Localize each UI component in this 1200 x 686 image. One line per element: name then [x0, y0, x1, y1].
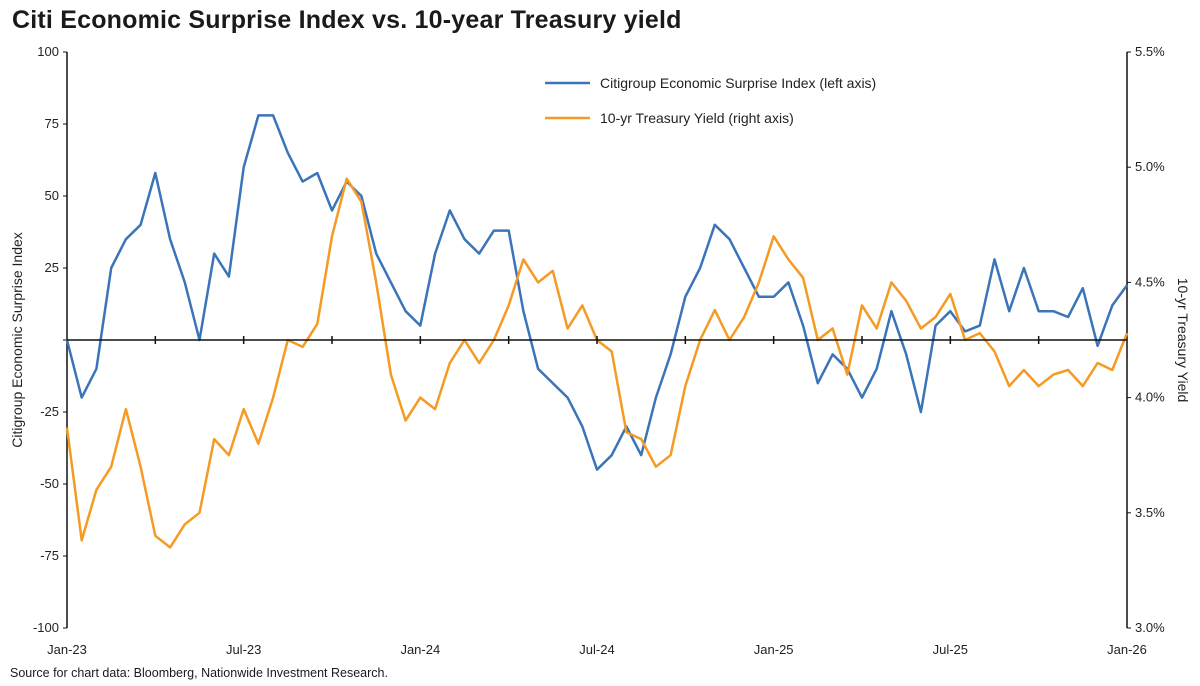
left-axis-tick-label: -50	[40, 476, 59, 491]
x-axis-tick-label: Jan-25	[754, 642, 794, 657]
right-axis-title: 10-yr Treasury Yield	[1175, 278, 1191, 403]
right-axis-tick-label: 3.5%	[1135, 505, 1165, 520]
source-note: Source for chart data: Bloomberg, Nation…	[10, 666, 388, 680]
x-axis-tick-label: Jul-24	[579, 642, 614, 657]
left-axis-tick-label: 75	[45, 116, 59, 131]
left-axis-tick-label: 25	[45, 260, 59, 275]
left-axis-tick-label: 50	[45, 188, 59, 203]
right-axis-tick-label: 4.0%	[1135, 390, 1165, 405]
right-axis-tick-label: 3.0%	[1135, 620, 1165, 635]
left-axis-tick-label: -25	[40, 404, 59, 419]
x-axis-tick-label: Jan-26	[1107, 642, 1147, 657]
x-axis-tick-label: Jan-23	[47, 642, 87, 657]
treasury-yield-series-line	[65, 177, 1129, 549]
legend-label: 10-yr Treasury Yield (right axis)	[600, 110, 794, 126]
left-axis-tick-label: -75	[40, 548, 59, 563]
x-axis-tick-label: Jul-23	[226, 642, 261, 657]
chart-title: Citi Economic Surprise Index vs. 10-year…	[12, 6, 682, 34]
left-axis-title: Citigroup Economic Surprise Index	[9, 232, 25, 448]
legend-label: Citigroup Economic Surprise Index (left …	[600, 75, 876, 91]
right-axis-tick-label: 4.5%	[1135, 274, 1165, 289]
left-axis-tick-label: 100	[37, 44, 59, 59]
x-axis-tick-label: Jul-25	[933, 642, 968, 657]
right-axis-tick-label: 5.0%	[1135, 159, 1165, 174]
cesi-series-line	[65, 114, 1129, 471]
right-axis-tick-label: 5.5%	[1135, 44, 1165, 59]
left-axis-tick-label: -100	[33, 620, 59, 635]
x-axis-tick-label: Jan-24	[400, 642, 440, 657]
